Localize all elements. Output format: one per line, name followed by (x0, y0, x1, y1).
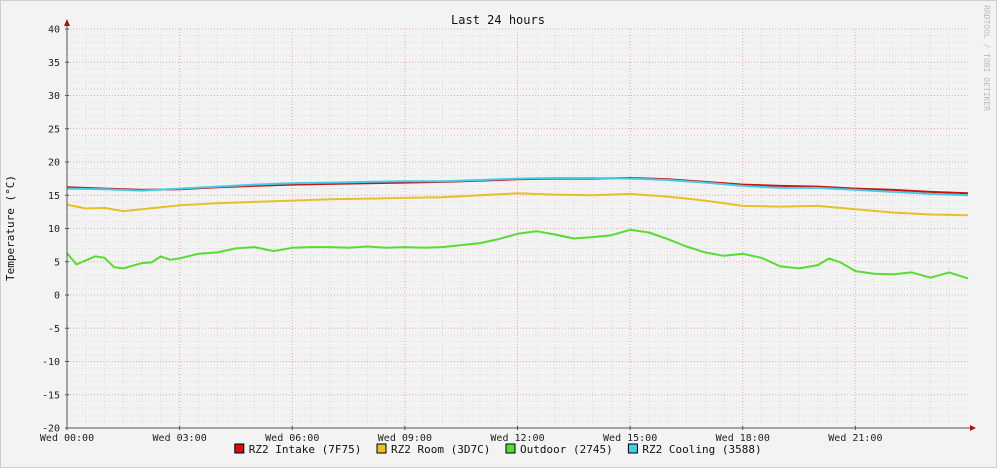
legend-swatch (505, 443, 516, 454)
x-tick-label: Wed 09:00 (378, 433, 432, 444)
legend-label: RZ2 Intake (7F75) (249, 443, 362, 456)
x-tick-label: Wed 03:00 (153, 433, 207, 444)
x-axis-arrow (970, 425, 976, 431)
legend-label: RZ2 Room (3D7C) (391, 443, 490, 456)
legend-swatch (376, 443, 387, 454)
legend-label: Outdoor (2745) (520, 443, 613, 456)
x-tick-label: Wed 18:00 (716, 433, 770, 444)
y-tick-label: 20 (48, 158, 60, 169)
y-tick-label: 30 (48, 91, 60, 102)
series-line-2 (66, 192, 969, 217)
legend-label: RZ2 Cooling (3588) (642, 443, 761, 456)
y-tick-label: 15 (48, 191, 60, 202)
y-axis-arrow (64, 19, 70, 26)
axes (64, 19, 976, 431)
x-tick-label: Wed 00:00 (40, 433, 94, 444)
y-tick-label: 5 (54, 257, 60, 268)
y-tick-label: 0 (54, 291, 60, 302)
grid (66, 28, 968, 429)
series-line-3 (66, 228, 969, 280)
y-tick-label: 40 (48, 25, 60, 36)
x-tick-label: Wed 15:00 (603, 433, 657, 444)
series-lines (66, 177, 969, 280)
x-tick-label: Wed 12:00 (490, 433, 544, 444)
y-tick-label: -10 (42, 357, 60, 368)
rrdtool-watermark: RRDTOOL / TOBI OETIKER (982, 5, 991, 111)
legend-swatch (234, 443, 245, 454)
y-tick-label: -20 (42, 424, 60, 435)
y-tick-label: -15 (42, 390, 60, 401)
chart-title: Last 24 hours (451, 13, 545, 27)
y-tick-label: -5 (48, 324, 60, 335)
y-tick-label: 10 (48, 224, 60, 235)
legend: RZ2 Intake (7F75) RZ2 Room (3D7C) Outdoor … (234, 443, 762, 456)
y-axis-label: Temperature (°C) (4, 175, 17, 281)
series-line-4 (66, 177, 969, 197)
legend-swatch (627, 443, 638, 454)
x-tick-label: Wed 21:00 (828, 433, 882, 444)
y-tick-label: 25 (48, 124, 60, 135)
x-tick-label: Wed 06:00 (265, 433, 319, 444)
y-tick-label: 35 (48, 58, 60, 69)
